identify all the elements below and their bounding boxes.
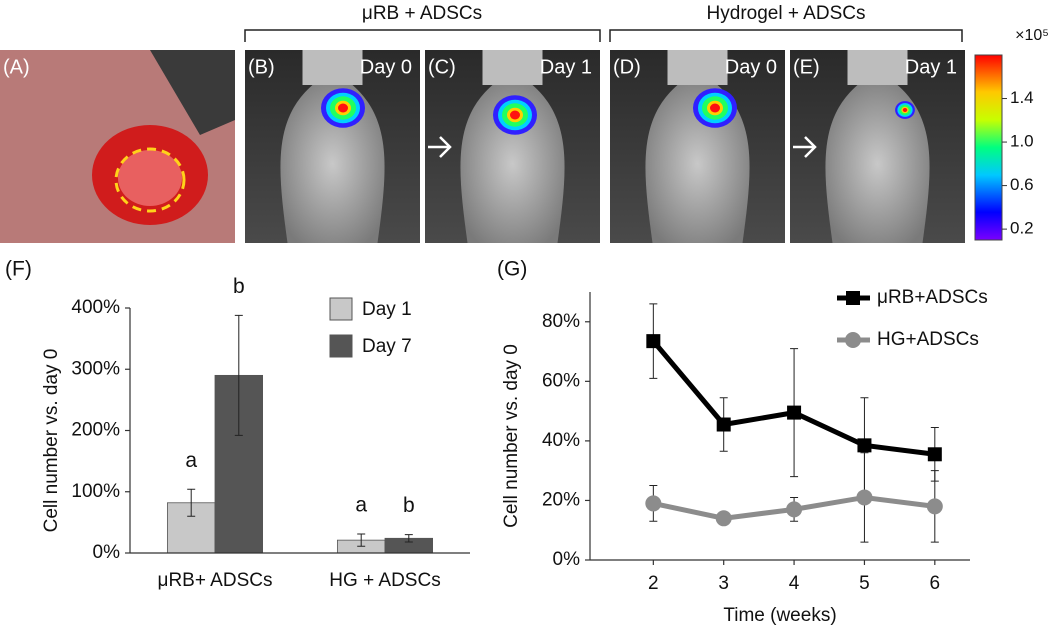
panel-label: (E) bbox=[793, 56, 820, 78]
error-bar bbox=[187, 488, 196, 517]
y-tick-label: 100% bbox=[71, 481, 120, 502]
signal bbox=[510, 110, 520, 120]
significance-label: a bbox=[355, 494, 367, 517]
colorbar bbox=[974, 54, 1003, 241]
y-tick-label: 20% bbox=[542, 489, 580, 510]
day-label: Day 0 bbox=[360, 56, 412, 78]
legend-marker bbox=[845, 332, 861, 348]
mouse bbox=[280, 85, 385, 243]
panel-label: (C) bbox=[428, 56, 456, 78]
y-tick-label: 80% bbox=[542, 311, 580, 332]
x-axis-label: Time (weeks) bbox=[723, 605, 836, 626]
y-tick-label: 40% bbox=[542, 430, 580, 451]
panel-label: (B) bbox=[248, 56, 275, 78]
y-tick-label: 0% bbox=[553, 549, 581, 570]
day-label: Day 1 bbox=[540, 56, 592, 78]
y-axis-label: Cell number vs. day 0 bbox=[501, 344, 522, 528]
colorbar-tick-label: 1.0 bbox=[1010, 132, 1034, 151]
marker bbox=[646, 334, 661, 349]
colorbar-tick-label: 1.4 bbox=[1010, 88, 1034, 107]
marker bbox=[645, 495, 662, 512]
colorbar-unit: ×10⁵ bbox=[1015, 27, 1049, 44]
panel-label: (G) bbox=[497, 258, 527, 281]
photo-apparatus bbox=[667, 50, 728, 85]
panel-label: (F) bbox=[5, 258, 32, 281]
marker bbox=[857, 438, 872, 453]
signal bbox=[338, 103, 348, 113]
y-tick-label: 400% bbox=[71, 297, 120, 318]
legend-label: μRB+ADSCs bbox=[877, 287, 988, 308]
x-tick-label: μRB+ ADSCs bbox=[158, 570, 273, 591]
marker bbox=[786, 501, 803, 518]
photo-a bbox=[0, 50, 235, 243]
colorbar-tick-label: 0.6 bbox=[1010, 175, 1034, 194]
y-tick-label: 300% bbox=[71, 358, 120, 379]
error-bar bbox=[234, 314, 243, 436]
marker bbox=[716, 417, 731, 432]
x-tick-label: 6 bbox=[930, 573, 941, 594]
panel-label: (A) bbox=[3, 56, 30, 78]
y-tick-label: 0% bbox=[93, 542, 121, 563]
day-label: Day 0 bbox=[725, 56, 777, 78]
marker bbox=[787, 405, 802, 420]
arrow bbox=[428, 136, 817, 158]
y-axis-label: Cell number vs. day 0 bbox=[41, 349, 62, 533]
marker bbox=[927, 447, 942, 462]
mouse bbox=[460, 85, 565, 243]
significance-label: b bbox=[233, 275, 245, 298]
photo-apparatus bbox=[847, 50, 908, 85]
x-tick-label: HG + ADSCs bbox=[329, 570, 440, 591]
photo-apparatus bbox=[482, 50, 543, 85]
legend-label: Day 1 bbox=[362, 299, 412, 320]
y-tick-label: 60% bbox=[542, 370, 580, 391]
marker bbox=[856, 489, 873, 506]
error-bar bbox=[404, 534, 413, 543]
photo-panels: (A) Day 0 (B) Day 1 (C) Day 0 (D) Day 1 (E) bbox=[3, 50, 965, 243]
group-label: Hydrogel + ADSCs bbox=[707, 3, 866, 24]
colorbar-tick-label: 0.2 bbox=[1010, 219, 1034, 238]
panel-label: (D) bbox=[613, 56, 641, 78]
day-label: Day 1 bbox=[905, 56, 957, 78]
signal bbox=[902, 107, 908, 113]
x-tick-label: 4 bbox=[789, 573, 800, 594]
legend-swatch bbox=[329, 297, 353, 321]
legend-label: Day 7 bbox=[362, 336, 412, 357]
marker bbox=[926, 498, 943, 515]
x-tick-label: 5 bbox=[859, 573, 870, 594]
x-tick-label: 3 bbox=[718, 573, 729, 594]
error-bar bbox=[357, 533, 366, 547]
significance-label: b bbox=[403, 494, 415, 517]
marker bbox=[715, 510, 732, 527]
mouse bbox=[825, 85, 930, 243]
group-bracket bbox=[244, 29, 963, 42]
group-label: μRB + ADSCs bbox=[362, 3, 482, 24]
legend-label: HG+ADSCs bbox=[877, 329, 979, 350]
legend-marker bbox=[846, 291, 860, 305]
legend-swatch bbox=[329, 334, 353, 358]
x-tick-label: 2 bbox=[648, 573, 659, 594]
y-tick-label: 200% bbox=[71, 420, 120, 441]
signal bbox=[710, 103, 720, 113]
significance-label: a bbox=[185, 449, 197, 472]
photo-apparatus bbox=[302, 50, 363, 85]
